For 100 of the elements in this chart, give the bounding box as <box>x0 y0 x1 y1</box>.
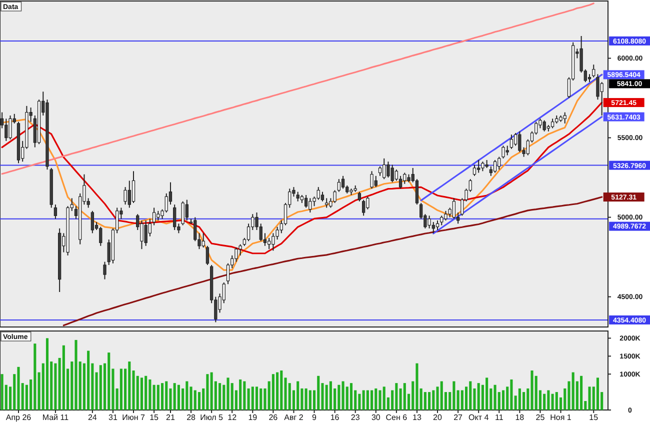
bar <box>325 384 328 410</box>
bar <box>0 374 4 410</box>
x-tick-label: Авг 2 <box>284 413 304 422</box>
candlestick <box>206 245 210 266</box>
bar <box>304 388 308 410</box>
bar <box>206 374 209 410</box>
bar <box>152 384 156 410</box>
x-tick-label: 24 <box>88 413 98 422</box>
candlestick <box>452 198 456 220</box>
bar <box>62 345 65 410</box>
candlestick <box>592 64 596 78</box>
bar <box>366 390 369 410</box>
candlestick <box>103 261 106 280</box>
candlestick <box>144 220 148 246</box>
candlestick <box>152 207 156 226</box>
bar <box>477 383 480 410</box>
candlestick <box>472 164 476 176</box>
bar <box>588 386 591 410</box>
bar <box>547 390 550 410</box>
x-tick-label: 15 <box>150 413 160 422</box>
bar <box>218 383 222 410</box>
candlestick <box>498 156 501 170</box>
bar <box>350 383 353 410</box>
x-tick-label: 13 <box>412 413 422 422</box>
bar <box>518 388 521 410</box>
bar <box>308 390 312 410</box>
candlestick <box>268 237 271 250</box>
candlestick <box>386 161 390 178</box>
bar <box>190 386 192 410</box>
bar <box>469 381 472 410</box>
x-tick-label: 25 <box>536 413 546 422</box>
bar <box>160 383 164 410</box>
bar <box>572 372 574 410</box>
candlestick <box>542 120 546 132</box>
candlestick <box>374 175 378 188</box>
bar <box>17 366 20 410</box>
x-tick-label: 16 <box>330 413 340 422</box>
bar <box>596 378 600 410</box>
bar <box>460 390 464 410</box>
candlestick <box>8 115 12 140</box>
candlestick <box>481 161 484 172</box>
x-tick-label: Сен 6 <box>386 413 408 422</box>
bar <box>194 390 196 410</box>
candlestick <box>276 226 279 240</box>
bar <box>374 388 378 410</box>
bar <box>543 394 546 410</box>
candlestick <box>128 180 131 208</box>
candlestick <box>304 194 308 208</box>
candlestick <box>510 134 514 150</box>
bar <box>329 381 332 410</box>
bar <box>568 381 570 410</box>
bar <box>486 378 488 410</box>
bar <box>239 379 242 410</box>
bar <box>120 368 122 410</box>
candlestick <box>502 145 505 159</box>
bar <box>522 392 526 410</box>
x-tick-label: Июн 7 <box>122 413 146 422</box>
bar <box>276 372 279 410</box>
x-tick-label: 31 <box>108 413 118 422</box>
candlestick <box>493 160 497 174</box>
candlestick <box>477 160 480 174</box>
bar <box>428 392 431 410</box>
candlestick <box>320 191 324 202</box>
bar <box>494 384 496 410</box>
bar <box>440 381 443 410</box>
x-tick-label: 11 <box>494 413 504 422</box>
x-tick-label: 27 <box>454 413 464 422</box>
x-tick-label: 28 <box>186 413 196 422</box>
bar <box>260 388 262 410</box>
bar <box>420 388 422 410</box>
bar <box>210 372 213 410</box>
bar <box>99 365 102 410</box>
bar <box>144 376 148 410</box>
x-tick-label: 15 <box>589 413 599 422</box>
candlestick <box>518 130 522 153</box>
candlestick <box>366 196 370 210</box>
candlestick <box>428 215 431 229</box>
bar <box>186 381 188 410</box>
candlestick <box>132 170 136 204</box>
bar <box>403 383 406 410</box>
x-tick-label: 9 <box>312 413 318 422</box>
candlestick <box>185 199 188 221</box>
candlestick <box>358 191 362 202</box>
candlestick <box>54 204 58 220</box>
candlestick <box>390 164 394 183</box>
x-tick-label: Апр 26 <box>6 413 32 422</box>
bar <box>358 394 361 410</box>
x-tick-label: 20 <box>433 413 443 422</box>
candlestick <box>181 200 184 226</box>
candlestick <box>173 204 176 230</box>
bar <box>148 379 152 410</box>
bar <box>140 378 144 410</box>
bar <box>456 390 460 410</box>
candlestick <box>194 216 197 242</box>
x-tick-label: Июл 5 <box>200 413 224 422</box>
candlestick <box>140 220 144 250</box>
bar <box>362 390 365 410</box>
x-tick-label: Май 11 <box>42 413 70 422</box>
line-series <box>1 2 594 175</box>
x-tick-label: 19 <box>248 413 258 422</box>
